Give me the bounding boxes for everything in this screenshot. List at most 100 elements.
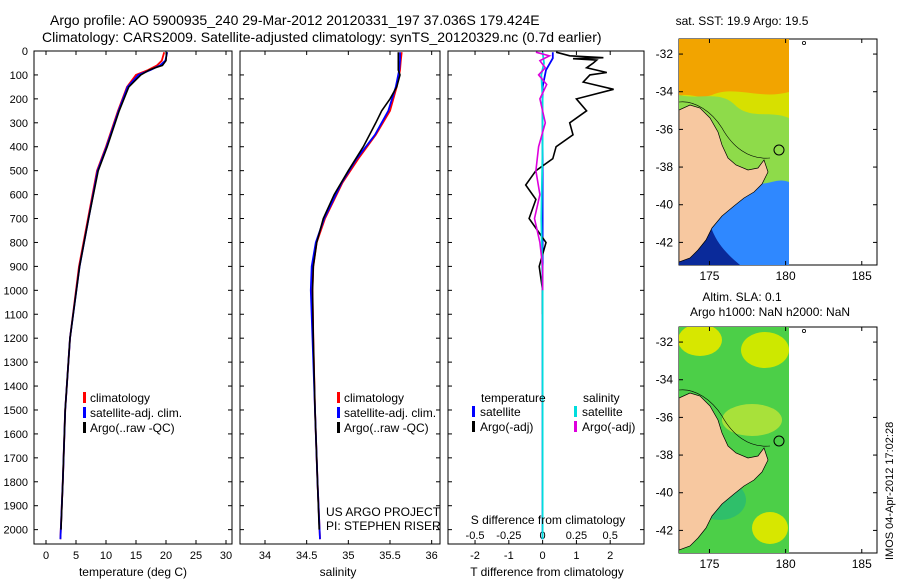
salinity-x-axis: 34 34.5 35 35.5 36	[259, 51, 438, 562]
x-tick-label: 34	[259, 550, 271, 562]
sla-coast	[679, 392, 769, 551]
salinity-axis-label: salinity	[320, 565, 357, 579]
depth-tick-label: 500	[10, 166, 28, 178]
depth-tick-label: 1700	[4, 453, 28, 465]
project-credit-line-2: PI: STEPHEN RISER	[326, 519, 441, 533]
map-y-tick-label: -34	[656, 85, 674, 99]
depth-tick-label: 900	[10, 261, 28, 273]
x-tick-label: 34.5	[296, 550, 317, 562]
temperature-legend: climatology satellite-adj. clim. Argo(..…	[83, 391, 182, 435]
x-tick-label: -2	[470, 550, 480, 562]
difference-plot-frame	[447, 50, 645, 545]
map-y-tick-label: -42	[656, 235, 674, 249]
sst-small-marker	[802, 41, 807, 46]
depth-tick-label: 1800	[4, 477, 28, 489]
depth-tick-label: 600	[10, 190, 28, 202]
x-tick-label: 35.5	[379, 550, 400, 562]
legend-swatch-climatology	[83, 392, 86, 403]
legend-label-argo: Argo(..raw -QC)	[344, 421, 429, 435]
difference-series	[524, 51, 614, 540]
sla-map: 175 180 185 -32 -34 -36 -38 -40 -42	[656, 326, 878, 571]
depth-tick-label: 1000	[4, 285, 28, 297]
map-x-tick-label: 185	[852, 557, 872, 571]
map-y-tick-label: -32	[656, 47, 674, 61]
depth-tick-label: 200	[10, 94, 28, 106]
series-line-satellite	[540, 52, 545, 540]
map-x-tick-label: 180	[776, 557, 796, 571]
legend-swatch-satellite	[337, 407, 340, 418]
legend-swatch-satellite	[83, 407, 86, 418]
salinity-legend: climatology satellite-adj. clim. Argo(..…	[337, 391, 436, 435]
legend-label-climatology: climatology	[90, 391, 150, 405]
x-tick-label: 0	[43, 550, 49, 562]
depth-tick-label: 1300	[4, 357, 28, 369]
sst-coast	[679, 104, 769, 263]
x-tick-label: 0	[540, 550, 546, 562]
difference-legend: temperature salinity satellite Argo(-adj…	[472, 391, 635, 434]
x-tick-label: 36	[426, 550, 438, 562]
map-y-tick-label: -32	[656, 335, 674, 349]
x2-tick-label: -0.25	[496, 530, 521, 542]
x2-tick-label: 0.25	[566, 530, 587, 542]
sla-field-high-2	[741, 332, 789, 368]
difference-x-axis: -2 -1 0 1 2	[470, 51, 613, 562]
series-line-argo-raw-qc-	[60, 52, 168, 530]
map-y-tick-label: -36	[656, 122, 674, 136]
depth-tick-label: 300	[10, 118, 28, 130]
series-line-argo-adj-	[524, 51, 614, 315]
depth-tick-label: 100	[10, 70, 28, 82]
depth-tick-label: 2000	[4, 525, 28, 537]
s-difference-axis-label: S difference from climatology	[471, 513, 626, 527]
map-y-tick-label: -40	[656, 198, 674, 212]
depth-tick-label: 1600	[4, 429, 28, 441]
temperature-series	[59, 51, 169, 540]
temperature-x-axis: 0 5 10 15 20 25 30	[43, 51, 232, 562]
map-x-tick-label: 175	[699, 557, 719, 571]
legend-label-t-satellite: satellite	[480, 405, 521, 419]
legend-heading-temperature: temperature	[481, 391, 546, 405]
sla-argo-marker[interactable]	[773, 435, 785, 447]
t-difference-axis-label: T difference from climatology	[470, 565, 624, 579]
legend-swatch-t-argo	[472, 421, 475, 432]
depth-tick-label: 700	[10, 214, 28, 226]
depth-tick-label: 1900	[4, 501, 28, 513]
legend-label-satellite: satellite-adj. clim.	[344, 406, 436, 420]
sst-map-axes: 175 180 185 -32 -34 -36 -38 -40 -42	[656, 39, 877, 283]
legend-swatch-t-satellite	[472, 406, 475, 417]
x2-tick-label: -0.5	[466, 530, 485, 542]
sla-contour	[679, 389, 771, 447]
x-tick-label: 2	[607, 550, 613, 562]
sst-map-title: sat. SST: 19.9 Argo: 19.5	[676, 14, 809, 28]
title-line-1: Argo profile: AO 5900935_240 29-Mar-2012…	[50, 12, 540, 28]
sst-argo-marker[interactable]	[773, 144, 785, 156]
legend-label-argo: Argo(..raw -QC)	[90, 421, 175, 435]
depth-tick-label: 1500	[4, 405, 28, 417]
map-y-tick-label: -38	[656, 448, 674, 462]
legend-swatch-climatology	[337, 392, 340, 403]
legend-swatch-argo	[337, 422, 340, 433]
map-y-tick-label: -36	[656, 410, 674, 424]
depth-axis: 0 100 200 300 400 500 600 700 800 900 1000 1100 1200…	[4, 46, 644, 537]
sla-map-title-1: Altim. SLA: 0.1	[702, 290, 782, 304]
depth-tick-label: 0	[22, 46, 28, 58]
sst-field-warm	[679, 39, 789, 97]
legend-label-s-satellite: satellite	[582, 405, 623, 419]
sst-contour	[679, 101, 771, 159]
map-y-tick-label: -42	[656, 523, 674, 537]
legend-label-s-argo: Argo(-adj)	[582, 420, 635, 434]
x-tick-label: 15	[130, 550, 142, 562]
map-y-tick-label: -40	[656, 486, 674, 500]
sla-small-marker	[802, 328, 807, 333]
x-tick-label: 20	[160, 550, 172, 562]
depth-tick-label: 800	[10, 237, 28, 249]
depth-tick-label: 1200	[4, 333, 28, 345]
sla-map-axes: 175 180 185 -32 -34 -36 -38 -40 -42	[656, 327, 877, 571]
depth-tick-label: 400	[10, 142, 28, 154]
x2-tick-label: 0.5	[603, 530, 618, 542]
legend-swatch-argo	[83, 422, 86, 433]
sla-field-high-1	[679, 327, 722, 356]
salinity-series	[309, 52, 403, 540]
x-tick-label: 35	[342, 550, 354, 562]
legend-heading-salinity: salinity	[583, 391, 620, 405]
